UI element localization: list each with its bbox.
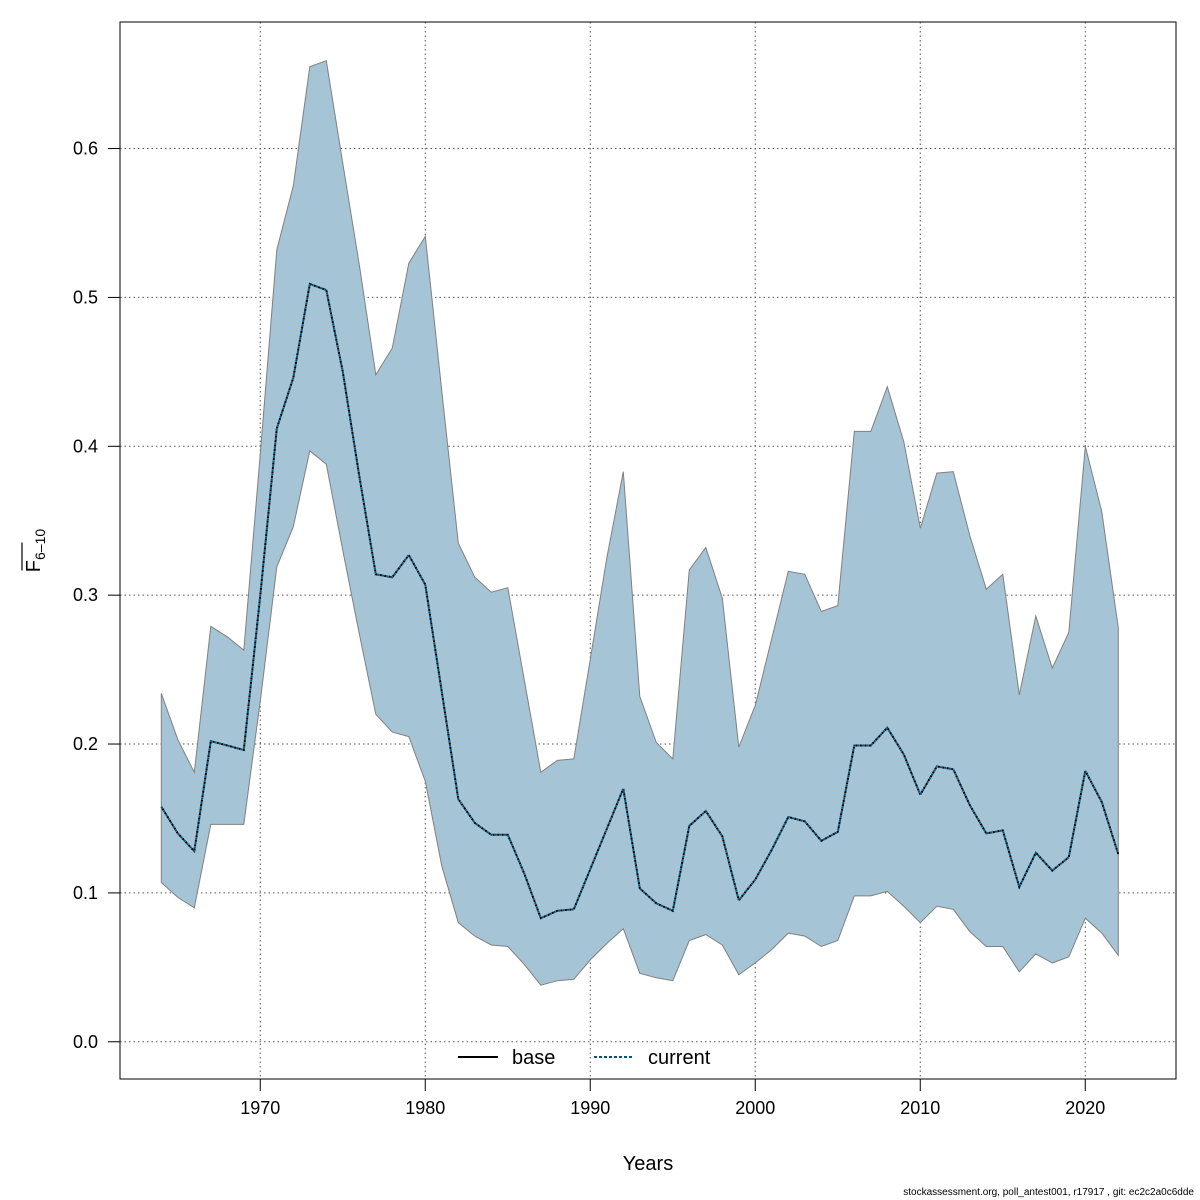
series-line-base	[160, 282, 1120, 920]
series-lines	[160, 282, 1120, 920]
y-tick-label-4: 0.4	[73, 436, 98, 456]
x-tick-label-2020: 2020	[1065, 1098, 1105, 1118]
x-axis: 1970 1980 1990 2000 2010 2020	[240, 1078, 1105, 1118]
x-tick-label-1990: 1990	[570, 1098, 610, 1118]
y-tick-label-0: 0.0	[73, 1032, 98, 1052]
y-tick-label-1: 0.1	[73, 883, 98, 903]
x-tick-label-2000: 2000	[735, 1098, 775, 1118]
y-axis: 0.0 0.1 0.2 0.3 0.4 0.5 0.6	[73, 139, 121, 1052]
x-tick-label-1970: 1970	[240, 1098, 280, 1118]
y-axis-title: F6–10	[23, 529, 48, 573]
legend-label-current: current	[648, 1047, 711, 1069]
x-tick-label-1980: 1980	[405, 1098, 445, 1118]
x-axis-title: Years	[623, 1153, 673, 1175]
y-tick-label-6: 0.6	[73, 139, 98, 159]
confidence-band-layer	[160, 60, 1119, 986]
x-tick-label-2010: 2010	[900, 1098, 940, 1118]
confidence-band	[160, 60, 1119, 986]
footer-credit: stockassessment.org, poll_antest001, r17…	[903, 1187, 1194, 1198]
y-tick-label-5: 0.5	[73, 287, 98, 307]
series-line-current	[160, 282, 1120, 920]
legend: base current	[458, 1047, 711, 1069]
legend-label-base: base	[512, 1047, 555, 1069]
y-tick-label-3: 0.3	[73, 585, 98, 605]
y-tick-label-2: 0.2	[73, 734, 98, 754]
y-axis-title-main: F	[23, 560, 45, 572]
y-axis-title-subscript: 6–10	[32, 529, 48, 560]
